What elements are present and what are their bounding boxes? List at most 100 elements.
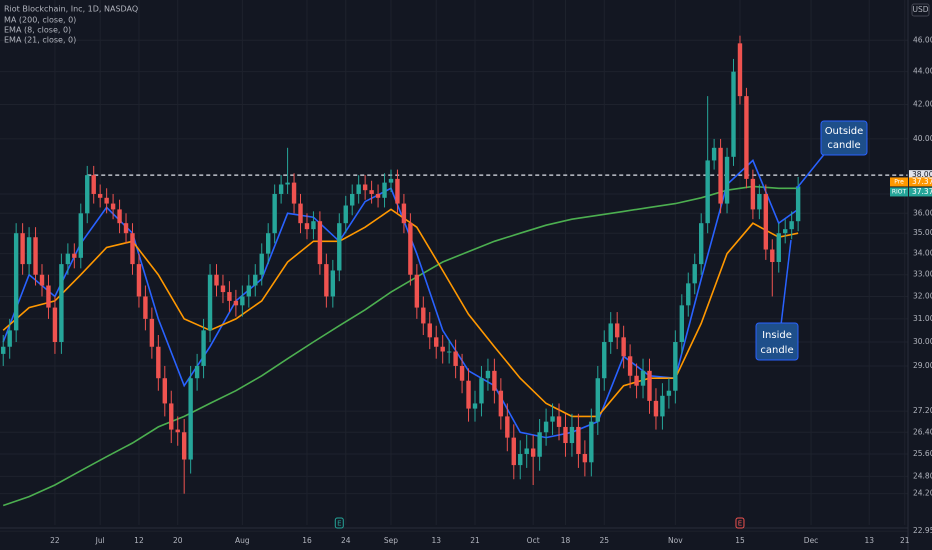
callout-box [820,120,868,156]
candle-body [356,184,361,194]
candle-body [46,285,51,308]
candle-body [149,318,155,347]
candle-body [123,223,129,234]
x-tick-label: 12 [134,536,144,545]
candle-body [744,96,749,179]
x-tick-label: 21 [900,536,910,545]
candle-body [117,209,122,224]
x-tick-label: 21 [470,536,480,545]
candle-body [434,337,439,347]
candle-body [130,233,135,265]
annotation-text: candle [760,345,793,356]
candle-body [330,270,336,297]
candle-body [136,264,142,297]
candle-body [246,285,252,297]
y-tick-label: 34.00 [913,249,932,258]
candle-body [78,213,83,258]
candle-body [181,432,187,460]
candle-body [524,448,529,454]
x-tick-label: Aug [235,536,250,545]
candle-body [72,253,77,258]
candle-body [220,285,226,293]
x-tick-label: 24 [341,536,351,545]
x-tick-label: 25 [599,536,609,545]
indicator-line [2,185,799,507]
candle-body [427,323,432,338]
candle-body [492,370,497,391]
y-tick-label: 26.40 [913,427,932,436]
x-tick-label: 13 [431,536,441,545]
candle-body [227,292,232,301]
candle-body [718,147,723,204]
candle-body [511,437,516,466]
price-tag-box [909,187,932,197]
candle-body [530,448,536,457]
candle-body [188,378,193,460]
candle-body [26,237,32,265]
legend-entry: EMA (8, close, 0) [4,26,71,35]
candle-body [375,193,381,198]
candle-body [285,182,290,185]
candle-body [595,378,600,422]
candle-body [692,264,697,284]
x-tick-label: Jul [95,536,105,545]
x-tick-label: 15 [735,536,745,545]
y-tick-label: 29.00 [913,361,932,370]
x-tick-label: 20 [173,536,183,545]
candle-body [614,323,620,338]
candle-body [382,182,387,198]
annotation-inside: Inside candle [755,239,799,361]
candle-body [621,337,626,357]
y-tick-label: 35.00 [913,228,932,237]
candle-body [589,421,594,463]
annotation-outside: Outside candle [796,120,868,189]
y-tick-label: 25.60 [913,449,932,458]
event-label: E [337,520,341,528]
price-tag-name-box [890,177,908,187]
x-tick-label: 16 [302,536,312,545]
candle-body [240,296,245,306]
currency: USD [912,5,928,14]
candle-body [582,453,588,463]
currency-box[interactable] [911,3,930,17]
y-tick-label: 46.00 [913,35,932,44]
event-label: E [738,520,742,528]
candle-body [750,178,756,210]
y-tick-label: 30.00 [913,337,932,346]
candle-body [169,403,174,430]
candle-body [317,221,323,265]
candle-body [660,395,665,417]
y-tick-label: 24.20 [913,489,932,498]
candle-body [233,300,239,306]
chart-title: Riot Blockchain, Inc, 1D, NASDAQ [4,5,138,14]
candle-body [311,221,316,230]
candle-body [440,346,445,352]
candle-body [201,330,206,366]
candle-body [795,186,801,222]
candle-body [485,370,491,379]
candle-body [143,296,148,319]
candle-body [498,390,504,417]
candle-body [85,175,90,214]
candle-body [324,264,329,297]
price-tag-box [909,170,932,181]
candle-body [20,233,25,265]
y-tick-label: 22.95 [913,526,932,535]
x-tick-label: 18 [561,536,571,545]
candle-body [298,203,303,224]
y-tick-label: 44.00 [913,67,932,76]
candle-body [537,432,542,457]
candle-body [679,305,685,343]
candle-body [705,160,710,224]
candle-body [194,365,200,379]
y-tick-label: 31.00 [913,314,932,323]
price-tag-name-box [890,187,908,197]
candle-body [52,307,58,343]
candle-body [627,356,633,376]
candle-body [472,403,478,409]
candle-body [362,184,368,191]
candle-body [446,351,452,353]
candle-body [91,175,96,194]
candle-body [278,184,284,194]
